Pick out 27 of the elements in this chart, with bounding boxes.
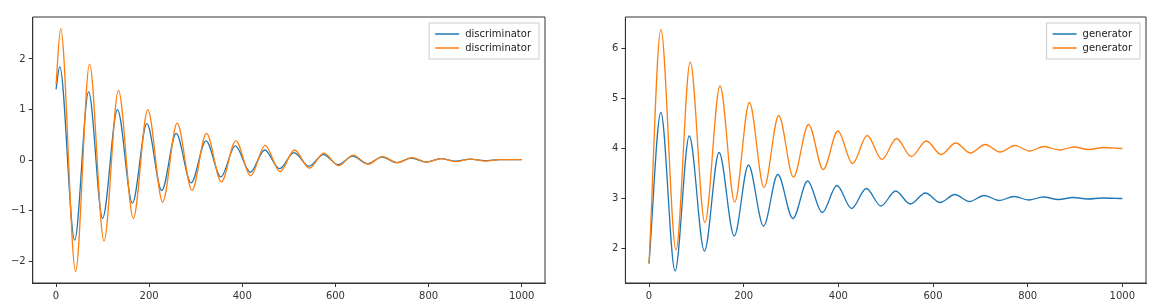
x-tick-label: 600: [325, 289, 345, 301]
x-tick-label: 0: [52, 289, 60, 301]
x-tick-label: 200: [734, 289, 754, 301]
y-tick-label: 3: [611, 192, 619, 204]
x-tick-label: 800: [419, 289, 439, 301]
y-tick-label: 5: [611, 92, 619, 104]
x-tick-label: 400: [828, 289, 848, 301]
legend-label: generator: [1082, 27, 1133, 39]
legend-label: generator: [1082, 41, 1133, 53]
x-tick-label: 400: [232, 289, 252, 301]
y-tick-label: 1: [19, 103, 26, 115]
y-tick-label: 0: [19, 153, 26, 165]
y-tick-label: 4: [611, 142, 619, 154]
x-tick-label: 0: [645, 289, 653, 301]
y-tick-label: 2: [19, 52, 26, 64]
legend-label: discriminator: [465, 41, 532, 53]
x-tick-label: 600: [923, 289, 943, 301]
x-tick-label: 1000: [1109, 289, 1136, 301]
y-tick-label: 2: [611, 242, 619, 254]
y-tick-label: −1: [10, 204, 26, 216]
x-tick-label: 1000: [508, 289, 535, 301]
legend-label: discriminator: [465, 27, 532, 39]
y-tick-label: 6: [611, 42, 619, 54]
x-tick-label: 200: [139, 289, 159, 301]
y-tick-label: −2: [10, 254, 26, 266]
line-series: [648, 111, 1123, 272]
x-tick-label: 800: [1018, 289, 1038, 301]
